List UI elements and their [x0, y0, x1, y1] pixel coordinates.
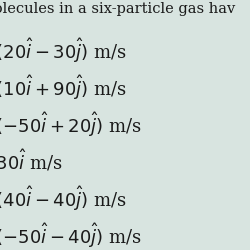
- Text: = $(-50\hat{i} - 40\hat{j})$ m/s: = $(-50\hat{i} - 40\hat{j})$ m/s: [0, 221, 142, 250]
- Text: = $(40\hat{i} - 40\hat{j})$ m/s: = $(40\hat{i} - 40\hat{j})$ m/s: [0, 184, 127, 213]
- Text: = $(10\hat{i} + 90\hat{j})$ m/s: = $(10\hat{i} + 90\hat{j})$ m/s: [0, 73, 127, 102]
- Text: = $(20\hat{i} - 30\hat{j})$ m/s: = $(20\hat{i} - 30\hat{j})$ m/s: [0, 36, 127, 65]
- Text: molecules in a six-particle gas hav: molecules in a six-particle gas hav: [0, 2, 235, 16]
- Text: = $(-50\hat{i} + 20\hat{j})$ m/s: = $(-50\hat{i} + 20\hat{j})$ m/s: [0, 110, 142, 139]
- Text: = $30\hat{i}$ m/s: = $30\hat{i}$ m/s: [0, 147, 63, 173]
